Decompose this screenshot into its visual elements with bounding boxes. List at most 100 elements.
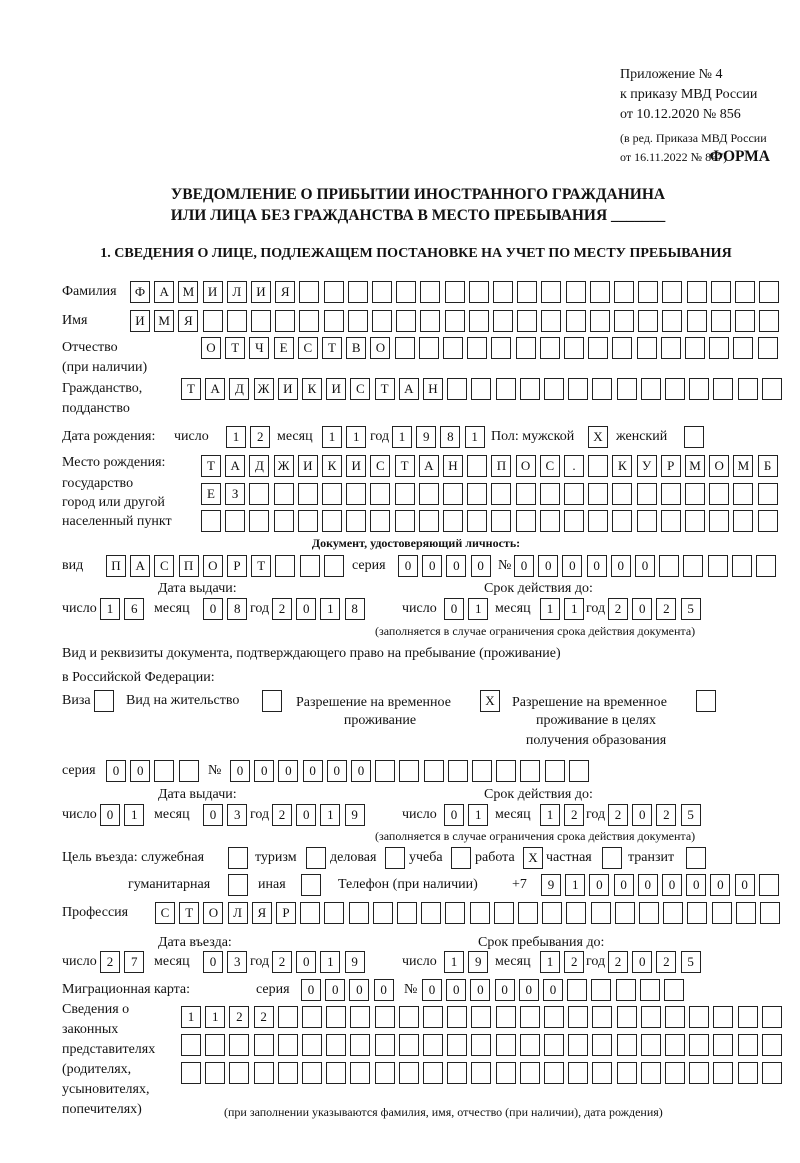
char-box-profession[interactable] [542, 902, 563, 924]
char-box-patronymic[interactable]: С [297, 337, 318, 359]
char-box-birthplace-line1[interactable]: С [539, 455, 560, 477]
char-box-entry-month[interactable]: 3 [227, 951, 248, 973]
char-box-doc-type[interactable]: С [154, 555, 175, 577]
char-box-reps-line3[interactable] [592, 1062, 613, 1084]
char-box-birthplace-line3[interactable] [491, 510, 512, 532]
char-box-profession[interactable] [711, 902, 732, 924]
char-box-profession[interactable] [324, 902, 345, 924]
char-box-surname[interactable] [493, 281, 513, 303]
char-box-birthplace-line3[interactable] [612, 510, 633, 532]
char-box-right-number[interactable] [447, 760, 468, 782]
char-box-reps-line2[interactable] [447, 1034, 468, 1056]
char-box-reps-line1[interactable] [665, 1006, 685, 1028]
char-box-doc-number[interactable]: 0 [514, 555, 534, 577]
char-box-stay-month[interactable]: 2 [564, 951, 585, 973]
checkbox-temp-edu[interactable] [696, 690, 716, 712]
checkbox-temp-residence[interactable]: X [480, 690, 500, 712]
char-box-birthplace-line3[interactable] [685, 510, 705, 532]
char-box-birthplace-line2[interactable] [757, 483, 778, 505]
char-box-reps-line3[interactable] [447, 1062, 468, 1084]
char-box-reps-line2[interactable] [326, 1034, 347, 1056]
char-box-reps-line1[interactable] [398, 1006, 419, 1028]
char-box-right-series[interactable] [178, 760, 199, 782]
char-box-citizenship[interactable] [616, 378, 637, 400]
char-box-phone[interactable]: 0 [637, 874, 658, 896]
char-box-doc-series[interactable]: 0 [446, 555, 467, 577]
checkbox-purpose-other[interactable] [301, 874, 321, 896]
char-box-right-number[interactable] [520, 760, 541, 782]
char-box-reps-line1[interactable] [689, 1006, 710, 1028]
char-box-name[interactable] [251, 310, 271, 332]
char-box-reps-line2[interactable] [519, 1034, 540, 1056]
char-box-birthplace-line2[interactable] [443, 483, 463, 505]
char-box-surname[interactable] [614, 281, 634, 303]
char-box-reps-line2[interactable] [229, 1034, 250, 1056]
char-box-reps-line2[interactable] [277, 1034, 298, 1056]
char-box-patronymic[interactable] [685, 337, 705, 359]
char-box-birthplace-line2[interactable] [636, 483, 657, 505]
char-box-reps-line2[interactable] [471, 1034, 492, 1056]
char-box-name[interactable] [686, 310, 707, 332]
char-box-profession[interactable] [760, 902, 780, 924]
char-box-patronymic[interactable]: О [370, 337, 391, 359]
char-box-name[interactable] [565, 310, 586, 332]
char-box-doc-valid-year[interactable]: 5 [680, 598, 701, 620]
checkbox-purpose-business[interactable] [385, 847, 405, 869]
char-box-profession[interactable] [348, 902, 369, 924]
char-box-reps-line1[interactable] [495, 1006, 516, 1028]
char-box-doc-type[interactable]: П [178, 555, 199, 577]
char-box-patronymic[interactable]: Т [322, 337, 342, 359]
char-box-reps-line1[interactable] [350, 1006, 371, 1028]
char-box-surname[interactable] [347, 281, 368, 303]
char-box-birthplace-line3[interactable] [660, 510, 681, 532]
char-box-birthplace-line1[interactable]: Т [394, 455, 415, 477]
char-box-birth-year[interactable]: 1 [464, 426, 485, 448]
char-box-right-issue-month[interactable]: 3 [227, 804, 248, 826]
char-box-right-number[interactable] [423, 760, 444, 782]
char-box-birth-month[interactable]: 1 [322, 426, 342, 448]
char-box-birthplace-line1[interactable]: А [418, 455, 439, 477]
char-box-right-series[interactable]: 0 [106, 760, 126, 782]
char-box-reps-line2[interactable] [640, 1034, 661, 1056]
char-box-surname[interactable]: Я [275, 281, 296, 303]
char-box-reps-line3[interactable] [616, 1062, 637, 1084]
char-box-reps-line2[interactable] [423, 1034, 443, 1056]
char-box-name[interactable]: И [130, 310, 150, 332]
char-box-birth-year[interactable]: 1 [392, 426, 412, 448]
char-box-reps-line1[interactable] [544, 1006, 564, 1028]
char-box-doc-type[interactable] [275, 555, 296, 577]
char-box-birthplace-line2[interactable] [346, 483, 367, 505]
char-box-citizenship[interactable]: А [398, 378, 419, 400]
char-box-birthplace-line1[interactable]: Б [757, 455, 778, 477]
char-box-citizenship[interactable] [544, 378, 564, 400]
char-box-citizenship[interactable]: И [277, 378, 298, 400]
char-box-right-issue-day[interactable]: 1 [124, 804, 145, 826]
char-box-profession[interactable]: С [155, 902, 175, 924]
char-box-phone[interactable]: 0 [686, 874, 707, 896]
char-box-doc-number[interactable]: 0 [562, 555, 583, 577]
char-box-reps-line1[interactable] [713, 1006, 734, 1028]
char-box-birthplace-line1[interactable]: . [564, 455, 584, 477]
char-box-reps-line3[interactable] [326, 1062, 347, 1084]
char-box-right-valid-year[interactable]: 0 [632, 804, 653, 826]
char-box-reps-line3[interactable] [640, 1062, 661, 1084]
char-box-right-valid-month[interactable]: 1 [540, 804, 560, 826]
char-box-reps-line2[interactable] [205, 1034, 226, 1056]
char-box-birthplace-line1[interactable] [588, 455, 609, 477]
char-box-birthplace-line1[interactable]: П [491, 455, 512, 477]
char-box-name[interactable] [323, 310, 344, 332]
char-box-entry-year[interactable]: 9 [344, 951, 365, 973]
char-box-right-number[interactable]: 0 [254, 760, 275, 782]
char-box-doc-valid-year[interactable]: 0 [632, 598, 653, 620]
char-box-doc-number[interactable]: 0 [610, 555, 631, 577]
char-box-right-valid-year[interactable]: 5 [680, 804, 701, 826]
char-box-mc-number[interactable]: 0 [543, 979, 563, 1001]
char-box-profession[interactable] [445, 902, 466, 924]
char-box-birth-year[interactable]: 9 [416, 426, 437, 448]
char-box-right-series[interactable]: 0 [130, 760, 151, 782]
char-box-name[interactable] [372, 310, 392, 332]
char-box-right-number[interactable]: 0 [278, 760, 299, 782]
char-box-stay-year[interactable]: 5 [680, 951, 701, 973]
char-box-profession[interactable] [493, 902, 514, 924]
char-box-birthplace-line3[interactable] [273, 510, 294, 532]
